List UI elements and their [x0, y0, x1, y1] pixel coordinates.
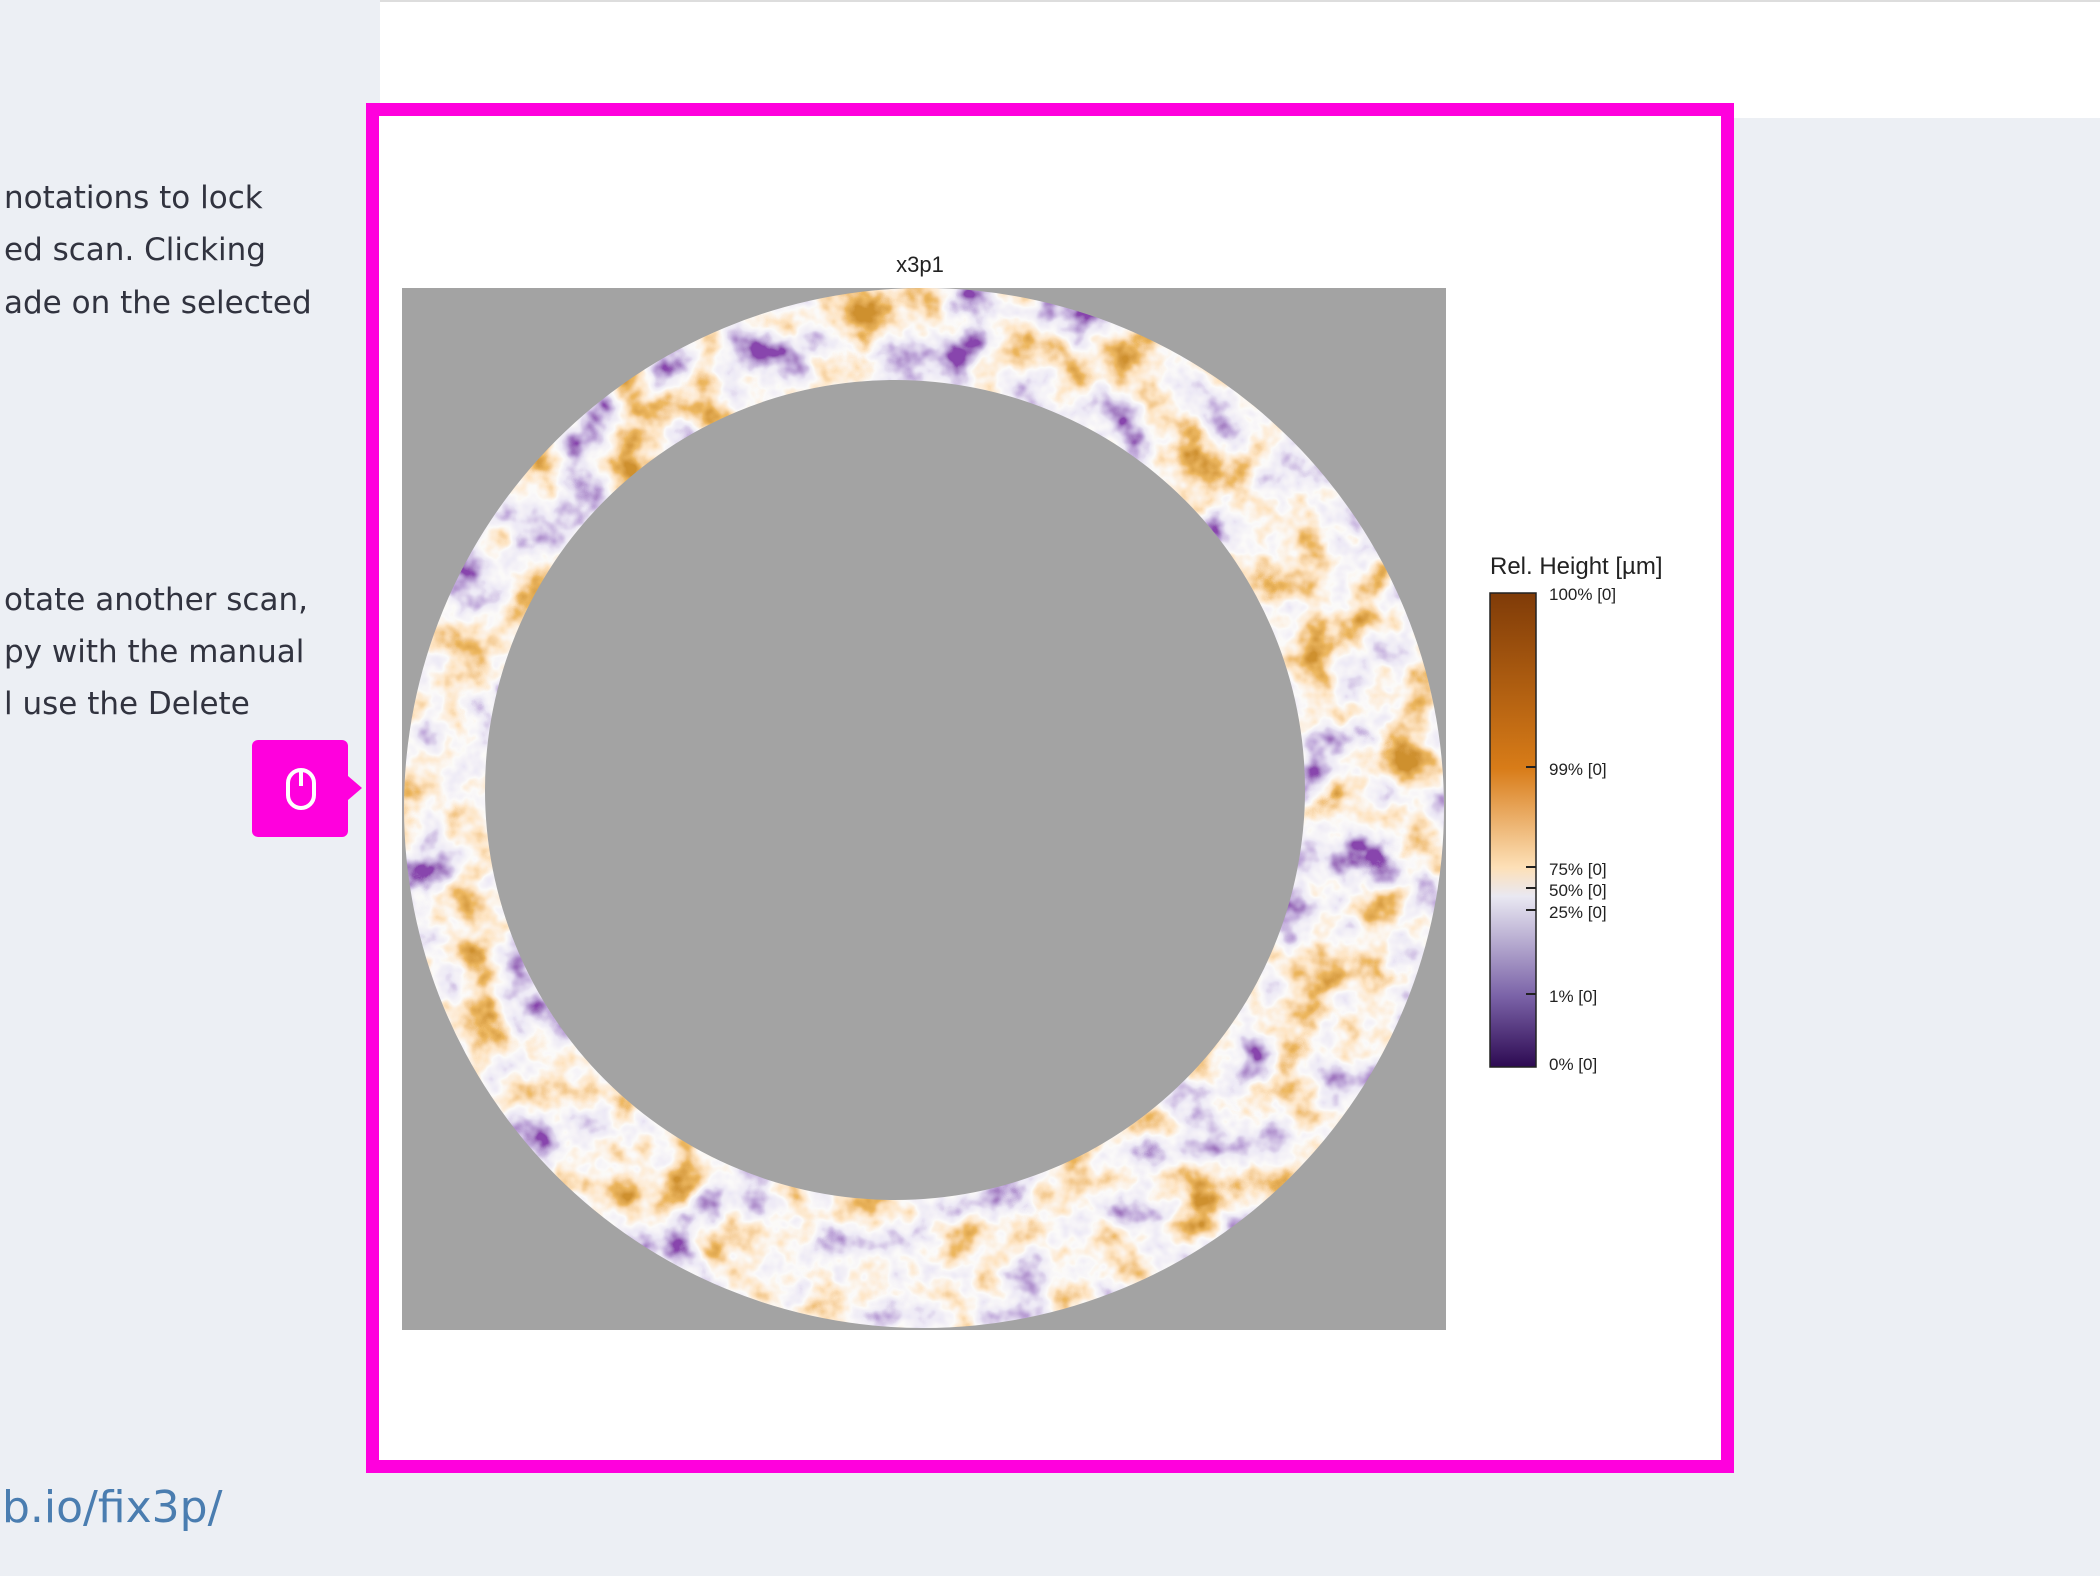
colorbar-label: 0% [0] — [1549, 1055, 1597, 1074]
sidebar-text: otate another scan, — [4, 582, 308, 618]
sidebar-text: ed scan. Clicking — [4, 232, 266, 268]
sidebar-text: notations to lock — [4, 180, 263, 216]
colorbar-label: 50% [0] — [1549, 881, 1607, 900]
plot-title: x3p1 — [896, 252, 944, 277]
colorbar-label: 99% [0] — [1549, 760, 1607, 779]
link[interactable]: b.io/fix3p/ — [2, 1482, 223, 1533]
annotation-marker[interactable] — [252, 740, 364, 840]
colorbar — [1489, 592, 1537, 1068]
top-strip — [380, 0, 2100, 118]
colorbar-label: 75% [0] — [1549, 860, 1607, 879]
colorbar-label: 100% [0] — [1549, 585, 1616, 604]
colorbar-label: 1% [0] — [1549, 987, 1597, 1006]
colorbar-title: Rel. Height [µm] — [1490, 553, 1663, 580]
sidebar-text: ade on the selected — [4, 285, 312, 321]
sidebar-text: l use the Delete — [4, 686, 250, 722]
marker-arrow — [348, 776, 362, 800]
sidebar-text: py with the manual — [4, 634, 305, 670]
marker-box — [252, 740, 348, 837]
colorbar-label: 25% [0] — [1549, 903, 1607, 922]
